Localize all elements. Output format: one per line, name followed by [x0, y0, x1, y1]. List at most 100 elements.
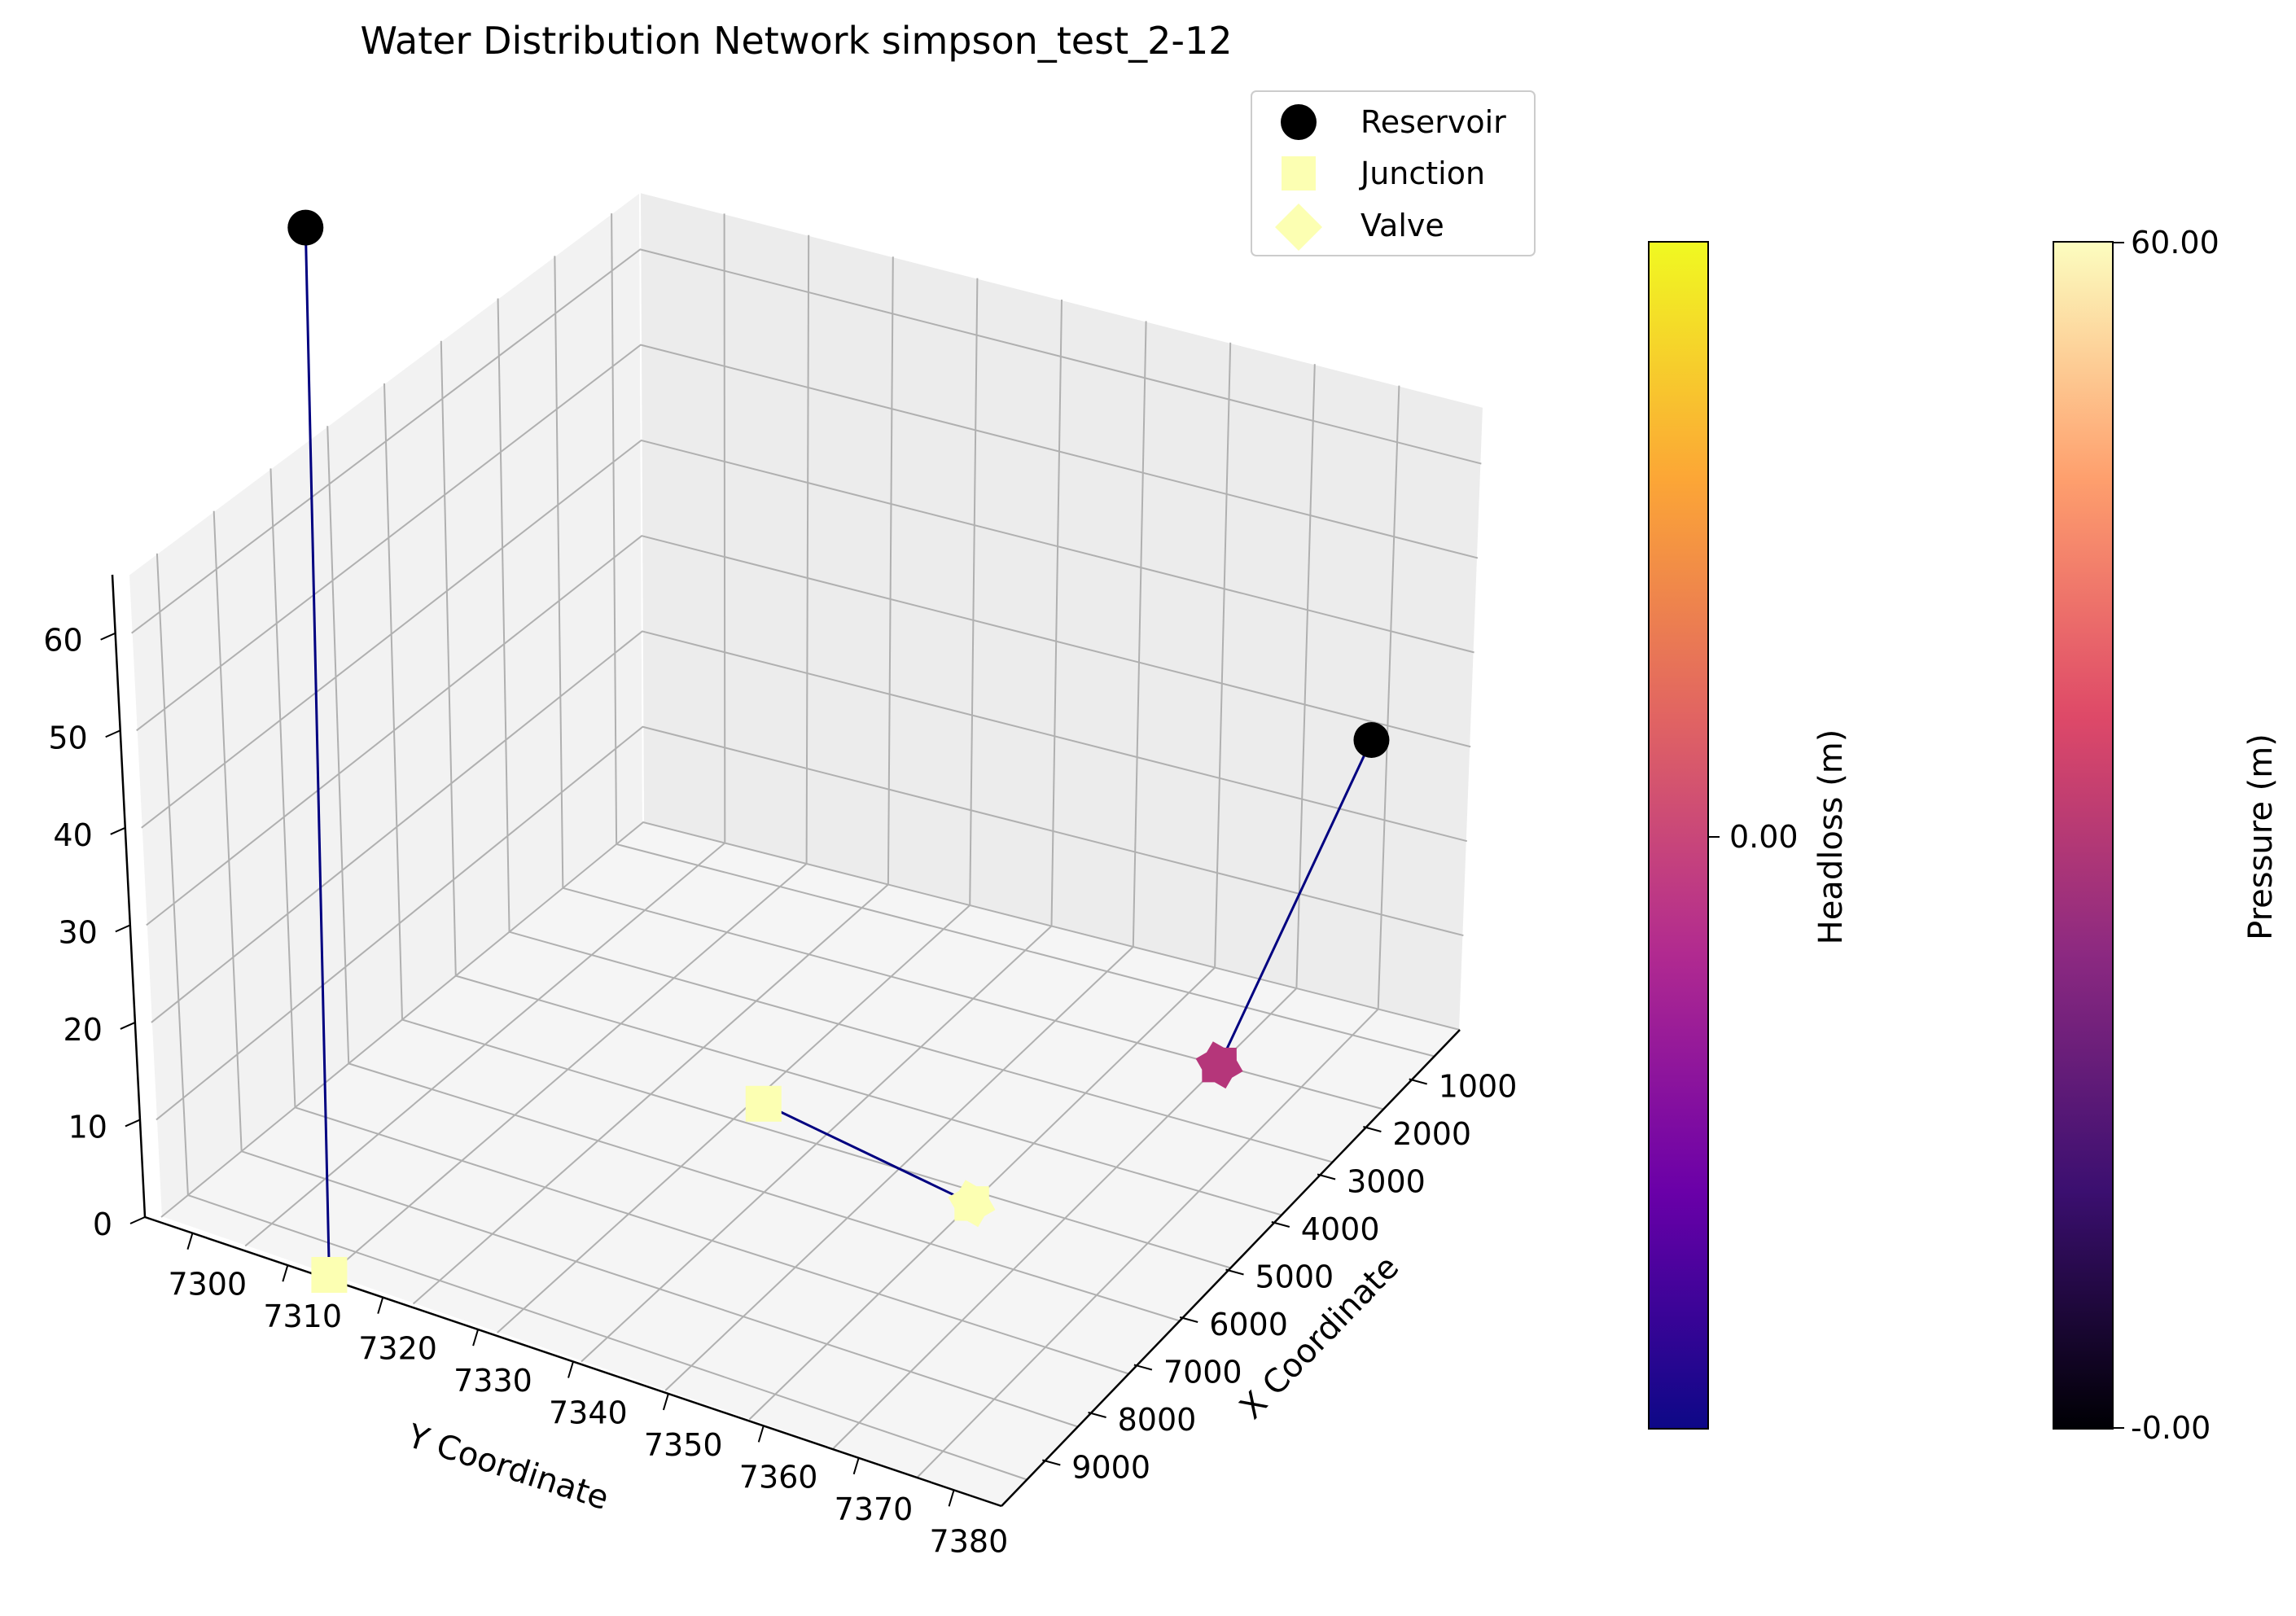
y-tick-mark: [377, 1297, 384, 1314]
x-tick-mark: [1088, 1412, 1106, 1418]
colorbar-headloss-gradient: [1648, 241, 1709, 1430]
z-tick-label: 40: [53, 817, 92, 853]
z-tick-mark: [120, 1021, 136, 1030]
gridline-x-wall: [1132, 321, 1147, 948]
gridline-z: [146, 535, 1471, 926]
x-tick-label: 8000: [1118, 1402, 1197, 1438]
valve-marker: [948, 1180, 996, 1228]
z-tick-mark: [105, 729, 121, 738]
y-tick-mark: [186, 1233, 194, 1250]
z-tick-mark: [125, 1119, 141, 1128]
y-axis-label: Y Coordinate: [402, 1417, 613, 1517]
x-tick-mark: [1317, 1173, 1336, 1180]
gridline-x-wall: [1295, 364, 1316, 989]
z-tick-label: 0: [93, 1207, 112, 1242]
gridline-y-wall: [213, 510, 243, 1152]
y-tick-label: 7340: [549, 1395, 628, 1431]
y-tick-mark: [472, 1329, 480, 1347]
colorbar-headloss-tick-label: 0.00: [1729, 819, 1799, 855]
x-tick-mark: [1179, 1316, 1198, 1323]
colorbar-pressure-label: Pressure (m): [2242, 734, 2280, 940]
y-axis-ticks: 7300 7310 7320 7330 7340 7350 7360 7370 7380: [168, 1233, 1009, 1559]
x-tick-label: 3000: [1347, 1164, 1426, 1200]
z-tick-mark: [115, 924, 131, 933]
colorbar-pressure: 60.00 -0.00 Pressure (m): [2053, 225, 2280, 1446]
axes-3d: 1000 2000 3000 4000 5000 6000 7000 8000 9000 730…: [43, 191, 1518, 1559]
y-tick-label: 7360: [739, 1459, 818, 1495]
gridline-y-wall: [326, 426, 350, 1064]
gridline-z: [141, 439, 1474, 829]
gridline-x-wall: [969, 278, 979, 906]
x-tick-label: 7000: [1163, 1355, 1242, 1390]
y-tick-label: 7320: [358, 1331, 437, 1367]
legend-marker-valve: [1275, 204, 1322, 251]
x-tick-label: 5000: [1255, 1259, 1334, 1295]
gridline-y-wall: [156, 553, 189, 1196]
gridline-y-floor: [509, 931, 1333, 1163]
y-tick-label: 7380: [930, 1523, 1009, 1559]
gridline-y-floor: [616, 843, 1435, 1058]
gridline-z: [160, 821, 1461, 1218]
x-axis-line: [1001, 1029, 1461, 1507]
z-tick-label: 60: [43, 623, 82, 659]
y-tick-label: 7350: [644, 1427, 723, 1463]
x-tick-label: 6000: [1209, 1307, 1288, 1342]
colorbar-headloss-label: Headloss (m): [1812, 729, 1850, 945]
y-tick-label: 7370: [835, 1491, 914, 1527]
y-tick-label: 7310: [263, 1298, 342, 1334]
gridline-y-floor: [295, 1106, 1129, 1375]
z-tick-mark: [100, 632, 116, 641]
x-tick-mark: [1271, 1221, 1290, 1228]
x-tick-mark: [1042, 1459, 1061, 1466]
gridline-x-wall: [1377, 385, 1400, 1009]
network-links: [304, 227, 1373, 1276]
gridline-x-wall: [1050, 299, 1063, 926]
legend-marker-reservoir: [1281, 104, 1317, 140]
x-tick-mark: [1363, 1126, 1382, 1132]
network-markers: [287, 209, 1390, 1293]
x-tick-label: 2000: [1392, 1116, 1471, 1152]
colorbar-pressure-tick-label-min: -0.00: [2131, 1410, 2211, 1446]
gridline-x-wall: [1214, 342, 1232, 968]
gridline-y-floor: [241, 1150, 1079, 1428]
junction-marker: [311, 1257, 348, 1293]
reservoir-marker: [1353, 721, 1390, 758]
z-tick-label: 10: [68, 1109, 107, 1145]
legend-marker-junction: [1282, 156, 1316, 191]
gridline-y-wall: [383, 383, 403, 1020]
y-tick-label: 7300: [168, 1267, 247, 1303]
y-tick-label: 7330: [454, 1363, 532, 1399]
z-tick-label: 50: [48, 720, 87, 755]
valve-marker: [1195, 1041, 1243, 1089]
x-tick-label: 1000: [1439, 1069, 1518, 1105]
colorbar-pressure-tick-label-max: 60.00: [2131, 225, 2219, 261]
y-tick-mark: [757, 1425, 765, 1443]
legend-label-junction: Junction: [1359, 155, 1485, 191]
chart-title: Water Distribution Network simpson_test_…: [360, 19, 1232, 63]
z-axis-line: [111, 574, 147, 1218]
reservoir-marker: [287, 209, 324, 246]
y-tick-mark: [282, 1264, 289, 1282]
gridline-y-wall: [611, 213, 618, 844]
gridline-z: [131, 248, 1482, 634]
network-link: [304, 227, 331, 1276]
y-tick-mark: [567, 1361, 574, 1378]
gridline-z: [136, 344, 1479, 732]
z-tick-label: 30: [58, 914, 97, 950]
x-tick-label: 4000: [1301, 1211, 1380, 1247]
gridline-y-floor: [563, 887, 1384, 1110]
y-tick-mark: [662, 1393, 669, 1411]
legend: Reservoir Junction Valve: [1251, 90, 1536, 256]
z-tick-mark: [129, 1216, 146, 1224]
x-tick-label: 9000: [1071, 1450, 1150, 1486]
gridline-y-wall: [497, 298, 510, 932]
x-tick-mark: [1133, 1364, 1153, 1371]
gridline-z: [151, 630, 1468, 1023]
gridline-x-wall: [887, 256, 894, 885]
y-tick-mark: [948, 1489, 955, 1507]
gridline-y-wall: [269, 468, 296, 1108]
gridline-y-floor: [455, 974, 1282, 1216]
gridline-y-wall: [440, 340, 457, 976]
gridline-z: [156, 725, 1464, 1121]
z-tick-mark: [110, 826, 126, 835]
